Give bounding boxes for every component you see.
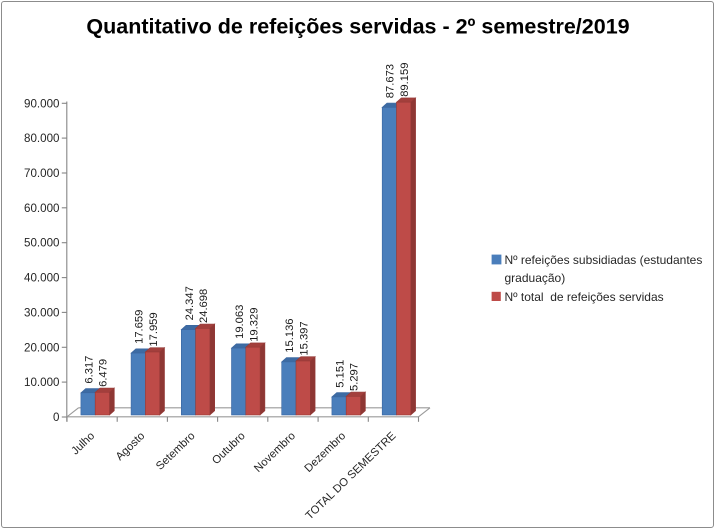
svg-text:17.959: 17.959: [148, 312, 160, 346]
svg-text:24.347: 24.347: [184, 286, 196, 320]
svg-text:5.297: 5.297: [349, 363, 361, 391]
svg-text:0: 0: [53, 411, 59, 424]
svg-text:Novembro: Novembro: [252, 430, 298, 475]
svg-text:20.000: 20.000: [24, 341, 59, 354]
svg-text:30.000: 30.000: [24, 306, 59, 319]
svg-text:17.659: 17.659: [134, 310, 146, 344]
svg-text:60.000: 60.000: [24, 202, 59, 215]
svg-text:24.698: 24.698: [198, 289, 210, 323]
svg-text:Nº total de refeições servida: Nº total de refeições servidas: [505, 290, 664, 304]
svg-text:graduação): graduação): [505, 271, 566, 285]
svg-text:Nº refeições subsidiadas (estu: Nº refeições subsidiadas (estudantes: [505, 253, 703, 267]
svg-text:5.151: 5.151: [334, 360, 346, 388]
svg-text:80.000: 80.000: [24, 132, 59, 145]
svg-text:Quantitativo de refeições serv: Quantitativo de refeições servidas - 2º …: [86, 15, 629, 39]
svg-text:Outubro: Outubro: [210, 430, 248, 467]
svg-text:19.063: 19.063: [234, 305, 246, 339]
svg-text:6.317: 6.317: [83, 356, 95, 384]
svg-text:Agosto: Agosto: [114, 430, 148, 463]
svg-text:89.159: 89.159: [399, 63, 411, 97]
svg-text:90.000: 90.000: [24, 97, 59, 110]
svg-text:15.397: 15.397: [299, 321, 311, 355]
svg-text:10.000: 10.000: [24, 376, 59, 389]
svg-text:Dezembro: Dezembro: [302, 430, 348, 475]
svg-text:6.479: 6.479: [98, 359, 110, 387]
svg-text:70.000: 70.000: [24, 167, 59, 180]
svg-text:40.000: 40.000: [24, 272, 59, 285]
svg-text:19.329: 19.329: [248, 308, 260, 342]
svg-text:50.000: 50.000: [24, 237, 59, 250]
svg-text:Setembro: Setembro: [154, 430, 198, 473]
svg-text:Julho: Julho: [69, 430, 97, 457]
svg-text:87.673: 87.673: [385, 64, 397, 98]
svg-text:TOTAL DO SEMESTRE: TOTAL DO SEMESTRE: [304, 430, 399, 523]
svg-text:15.136: 15.136: [284, 318, 296, 352]
